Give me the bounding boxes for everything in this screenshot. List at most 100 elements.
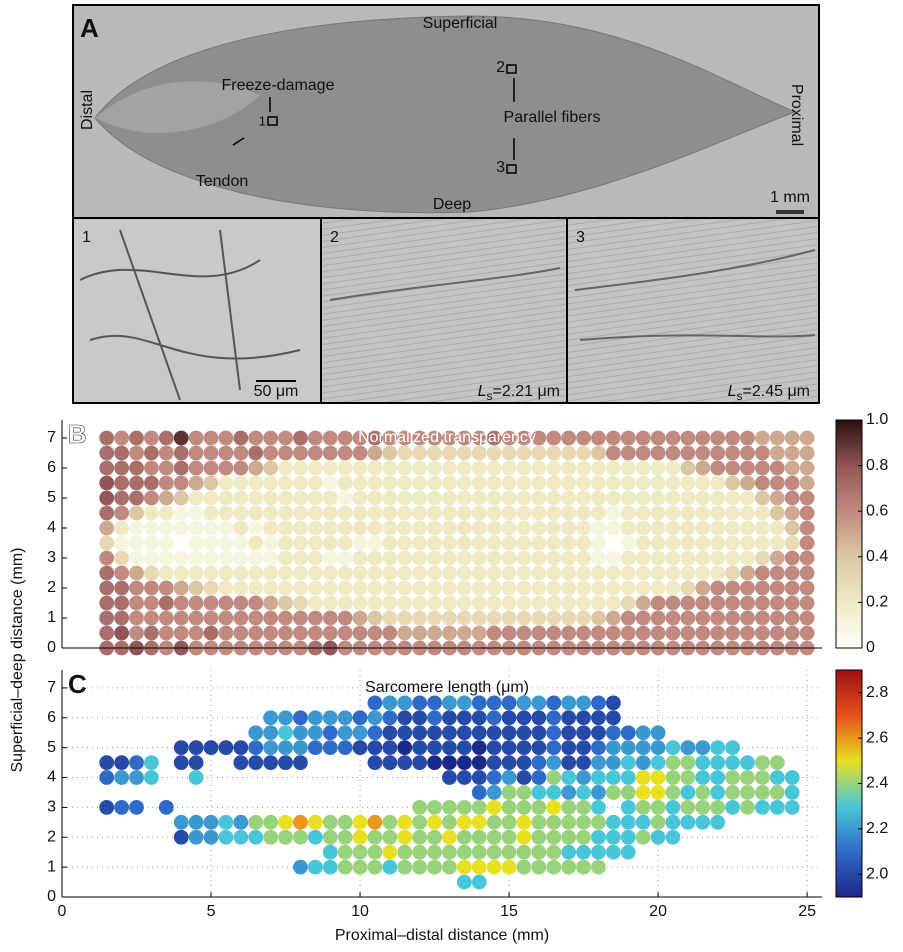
dot	[427, 844, 442, 860]
dot	[397, 814, 413, 830]
dot	[680, 550, 696, 566]
dot	[501, 610, 517, 626]
dot	[278, 535, 293, 551]
dot	[784, 520, 800, 536]
dot	[158, 565, 174, 581]
dot	[769, 460, 785, 476]
dot	[367, 710, 383, 726]
dot	[561, 725, 577, 741]
dot	[114, 610, 130, 626]
dot	[531, 740, 547, 756]
dot	[486, 520, 502, 536]
dot	[278, 580, 293, 596]
dot	[605, 595, 621, 611]
dot	[158, 505, 174, 521]
dot	[456, 740, 472, 756]
dot	[307, 445, 323, 461]
dot	[591, 755, 606, 770]
dot	[471, 520, 487, 536]
dot	[188, 550, 204, 566]
dot	[456, 725, 472, 741]
dot	[158, 430, 174, 446]
dot	[367, 695, 383, 711]
dot	[278, 710, 293, 726]
roi-box	[267, 116, 278, 126]
dot	[248, 535, 264, 551]
dot	[501, 430, 517, 446]
dot	[129, 565, 144, 581]
dot	[367, 844, 383, 860]
dot	[456, 595, 472, 611]
dot	[456, 565, 472, 581]
dot	[546, 770, 562, 785]
muscle-section	[94, 15, 797, 214]
y-tick-label: 4	[47, 769, 56, 786]
dot	[442, 475, 457, 491]
dot	[650, 610, 666, 626]
dot	[665, 595, 681, 611]
dot	[114, 475, 130, 491]
dot	[725, 799, 740, 815]
dot	[605, 785, 621, 800]
dot	[412, 595, 428, 611]
dot	[501, 710, 517, 726]
dot	[129, 799, 144, 815]
dot	[516, 610, 532, 626]
dot	[412, 460, 428, 476]
dot	[620, 814, 636, 830]
dot	[203, 460, 219, 476]
dot	[740, 565, 755, 581]
dot	[576, 490, 591, 506]
dot	[337, 595, 353, 611]
dot	[263, 610, 279, 626]
dot	[278, 610, 293, 626]
dot	[605, 490, 621, 506]
dot	[486, 725, 502, 741]
dot	[784, 535, 800, 551]
dot	[114, 550, 130, 566]
dot	[382, 490, 398, 506]
dot	[397, 520, 413, 536]
dot	[397, 695, 413, 711]
tendon-region	[95, 81, 260, 133]
dot	[144, 460, 159, 476]
dot	[576, 430, 591, 446]
dot	[740, 535, 755, 551]
dot	[203, 625, 219, 641]
dot	[218, 610, 234, 626]
dot	[263, 445, 279, 461]
dot	[784, 430, 800, 446]
dot	[471, 814, 487, 830]
dot	[322, 475, 338, 491]
dot	[442, 859, 457, 875]
dot	[442, 520, 457, 536]
dot	[784, 490, 800, 506]
dot	[337, 445, 353, 461]
dot	[382, 460, 398, 476]
dot	[710, 550, 726, 566]
dot	[427, 580, 442, 596]
dot	[605, 475, 621, 491]
dot	[650, 755, 666, 770]
dot	[307, 829, 323, 845]
dot	[680, 814, 696, 830]
dot	[561, 505, 577, 521]
dot	[576, 814, 591, 830]
dot	[635, 595, 651, 611]
dot	[427, 565, 442, 581]
dot	[129, 460, 144, 476]
dot	[233, 475, 249, 491]
dot	[158, 799, 174, 815]
dot	[635, 520, 651, 536]
colorbar-label: 0	[866, 639, 875, 656]
dot	[486, 610, 502, 626]
dot	[158, 445, 174, 461]
dot	[173, 535, 189, 551]
dot	[516, 799, 532, 815]
dot	[531, 580, 547, 596]
dot	[129, 445, 144, 461]
dot	[561, 844, 577, 860]
dot	[471, 595, 487, 611]
dot	[725, 445, 740, 461]
dot	[322, 610, 338, 626]
